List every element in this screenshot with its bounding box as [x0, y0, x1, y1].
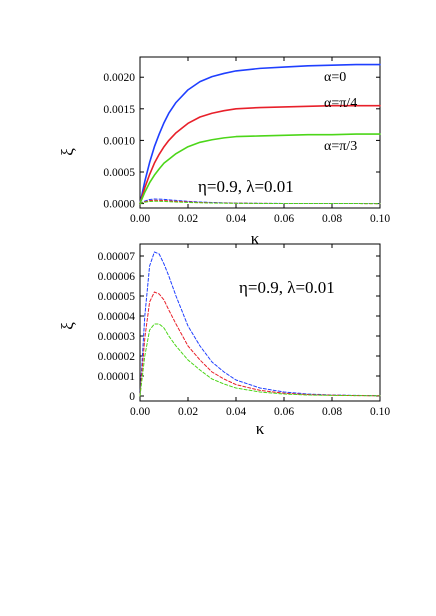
- top-legend-alpha-pi4: α=π/4: [324, 96, 357, 111]
- bottom-y-tick-label: 0.00006: [98, 271, 136, 283]
- top-x-axis-label: κ: [251, 229, 260, 248]
- top-x-tick-label: 0.00: [130, 213, 150, 225]
- top-legend-alpha-pi3: α=π/3: [324, 139, 357, 154]
- top-series-line-solid-2: [139, 133, 381, 205]
- bottom-series: [139, 251, 381, 397]
- bottom-y-tick-label: 0.00004: [98, 311, 136, 323]
- top-y-tick-label: 0.0010: [103, 135, 135, 147]
- bottom-chart: 0.00 0.02 0.04 0.06 0.08 0.10 0 0.00001 0.00002…: [58, 243, 390, 438]
- bottom-y-tick-label: 0.00003: [98, 331, 136, 343]
- bottom-series-line-dashed-0: [139, 251, 381, 397]
- bottom-y-tick-label: 0: [129, 391, 135, 403]
- top-y-tick-label: 0.0000: [103, 199, 135, 211]
- top-y-tick-label: 0.0020: [103, 72, 135, 84]
- top-plot-frame: [139, 56, 381, 209]
- bottom-x-ticks: 0.00 0.02 0.04 0.06 0.08 0.10: [130, 244, 390, 418]
- bottom-x-axis-label: κ: [256, 419, 265, 438]
- bottom-y-tick-label: 0.00005: [98, 291, 136, 303]
- top-y-tick-label: 0.0005: [103, 167, 135, 179]
- top-legend-alpha-0: α=0: [324, 70, 346, 85]
- top-x-tick-label: 0.08: [322, 213, 342, 225]
- top-y-axis-label: ξ: [58, 148, 77, 156]
- bottom-y-tick-label: 0.00001: [98, 371, 136, 383]
- bottom-y-axis-label: ξ: [58, 322, 77, 330]
- bottom-x-tick-label: 0.04: [226, 406, 246, 418]
- bottom-x-tick-label: 0.06: [274, 406, 294, 418]
- top-series-line-dashed-5: [139, 200, 381, 205]
- bottom-annotation: η=0.9, λ=0.01: [239, 278, 335, 297]
- top-annotation: η=0.9, λ=0.01: [198, 177, 294, 196]
- top-x-tick-label: 0.04: [226, 213, 246, 225]
- bottom-x-tick-label: 0.10: [370, 406, 390, 418]
- top-x-tick-label: 0.02: [178, 213, 198, 225]
- top-y-ticks: 0.0000 0.0005 0.0010 0.0015 0.0020: [103, 72, 380, 211]
- top-x-tick-label: 0.10: [370, 213, 390, 225]
- bottom-series-line-dashed-2: [139, 323, 381, 397]
- top-x-tick-label: 0.06: [274, 213, 294, 225]
- bottom-y-tick-label: 0.00002: [98, 351, 136, 363]
- top-series-line-solid-0: [139, 63, 381, 205]
- bottom-series-line-dashed-1: [139, 291, 381, 397]
- top-series: [139, 63, 381, 205]
- bottom-x-tick-label: 0.08: [322, 406, 342, 418]
- top-x-ticks: 0.00 0.02 0.04 0.06 0.08 0.10: [130, 57, 390, 225]
- top-y-tick-label: 0.0015: [103, 104, 135, 116]
- bottom-plot-frame: [139, 243, 381, 402]
- bottom-x-tick-label: 0.00: [130, 406, 150, 418]
- bottom-y-tick-label: 0.00007: [98, 251, 136, 263]
- bottom-y-ticks: 0 0.00001 0.00002 0.00003 0.00004 0.00005 0.00…: [98, 251, 380, 403]
- bottom-x-tick-label: 0.02: [178, 406, 198, 418]
- top-chart: 0.00 0.02 0.04 0.06 0.08 0.10 0.00000.00050.0…: [58, 56, 390, 248]
- top-series-line-solid-1: [139, 104, 381, 205]
